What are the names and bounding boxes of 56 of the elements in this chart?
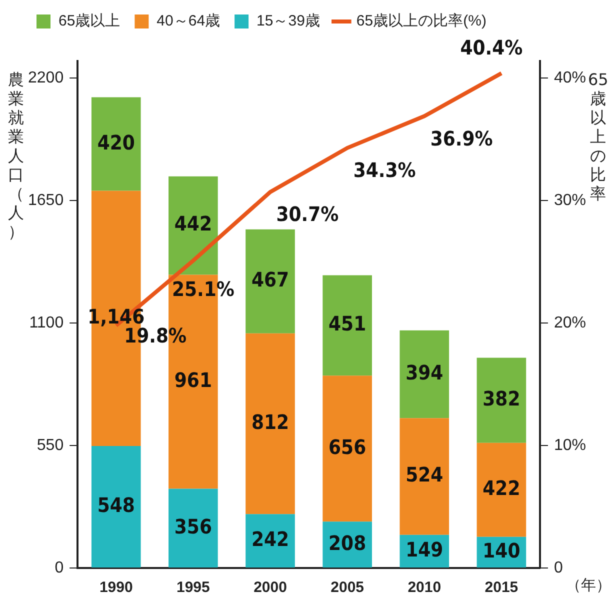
data-label: 656 xyxy=(328,434,366,459)
y2-tick-label: 10% xyxy=(554,436,586,454)
y2-tick-label: 20% xyxy=(554,314,586,332)
data-label: 442 xyxy=(174,212,212,236)
data-label: 467 xyxy=(251,268,290,292)
y2-tick-label: 0 xyxy=(554,559,563,576)
data-label: 420 xyxy=(97,130,135,154)
bar xyxy=(246,229,295,334)
y-tick-label: 2200 xyxy=(28,70,64,87)
data-label: 961 xyxy=(174,368,212,392)
data-label: 40.4% xyxy=(460,35,523,60)
bar xyxy=(400,418,450,535)
legend-label: 65歳以上の比率(%) xyxy=(356,12,486,30)
x-tick-label: 1995 xyxy=(176,579,210,596)
bar xyxy=(168,176,218,275)
bar xyxy=(91,97,141,191)
data-label: 242 xyxy=(251,527,290,552)
data-label: 149 xyxy=(406,537,444,562)
data-label: 422 xyxy=(482,476,520,500)
bar xyxy=(476,442,526,537)
y-tick-label: 0 xyxy=(54,559,64,576)
legend-label: 40～64歳 xyxy=(156,12,220,30)
data-label: 394 xyxy=(406,360,444,384)
bar xyxy=(400,330,450,418)
data-label: 34.3% xyxy=(353,158,416,182)
data-label: 524 xyxy=(406,462,444,487)
y-tick-label: 1650 xyxy=(28,192,64,210)
bar xyxy=(476,358,526,443)
data-label: 382 xyxy=(482,386,520,411)
data-label: 208 xyxy=(328,530,366,555)
data-label: 36.9% xyxy=(430,126,493,150)
data-label: 812 xyxy=(251,410,290,434)
data-label: 548 xyxy=(97,492,135,517)
y-tick-label: 1100 xyxy=(29,314,64,332)
bar xyxy=(322,275,372,376)
x-axis-title: （年） xyxy=(566,576,611,595)
data-label: 451 xyxy=(328,312,366,336)
x-tick-label: 2010 xyxy=(408,579,442,596)
text: 農業就業人口（人） xyxy=(8,70,24,241)
y-tick-label: 550 xyxy=(36,436,64,454)
legend-label: 65歳以上 xyxy=(58,12,120,30)
data-label: 356 xyxy=(174,514,212,538)
x-tick-label: 2005 xyxy=(330,579,364,596)
x-tick-label: 1990 xyxy=(99,579,133,596)
bar xyxy=(91,446,141,568)
data-label: 30.7% xyxy=(276,202,339,226)
bar xyxy=(246,333,295,514)
bar xyxy=(322,376,372,522)
bar xyxy=(168,488,218,568)
data-label: 140 xyxy=(482,538,520,562)
y2-tick-label: 30% xyxy=(554,192,586,210)
legend-label: 15～39歳 xyxy=(256,12,320,30)
y2-tick-label: 40% xyxy=(554,70,586,87)
y2-axis-title: 65歳以上の比率 xyxy=(588,70,608,203)
x-tick-label: 2015 xyxy=(484,579,518,596)
x-tick-label: 2000 xyxy=(254,579,287,596)
